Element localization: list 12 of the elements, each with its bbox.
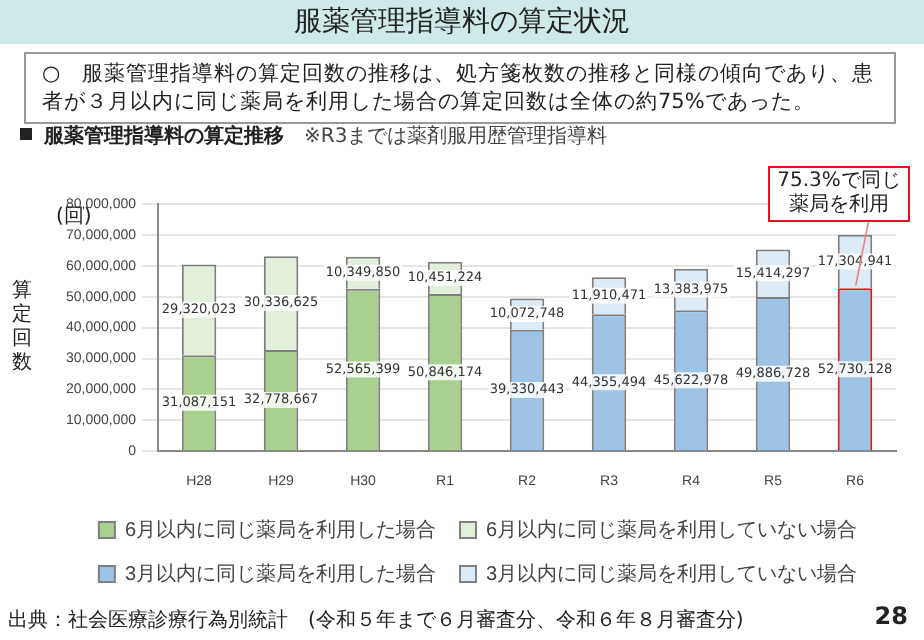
chart-subtitle: 服薬管理指導料の算定推移 [44, 126, 284, 148]
source-note: 出典：社会医療診療行為別統計 (令和５年まで６月審査分、令和６年８月審査分) [8, 607, 744, 634]
legend-label: 3月以内に同じ薬局を利用した場合 [124, 561, 436, 586]
annotation: 75.3%で同じ薬局を利用 [767, 166, 911, 223]
text: ○ 服薬管理指導料の算定回数の推移は、処方箋枚数の推移と同様の傾向であり、患者が３月以内に同じ薬局を利用した場合の算定回数は全体の約75%であった。 [24, 52, 896, 124]
legend-label: 6月以内に同じ薬局を利用していない場合 [486, 517, 858, 542]
legend-label: 6月以内に同じ薬局を利用した場合 [124, 517, 436, 542]
legend-label: 3月以内に同じ薬局を利用していない場合 [486, 561, 858, 586]
y-axis-title: 算定回数 [12, 280, 32, 376]
text: 28 [874, 602, 908, 630]
chart-title: 服薬管理指導料の算定状況 [0, 0, 924, 44]
text: ※R3までは薬剤服用歴管理指導料 [304, 126, 608, 148]
